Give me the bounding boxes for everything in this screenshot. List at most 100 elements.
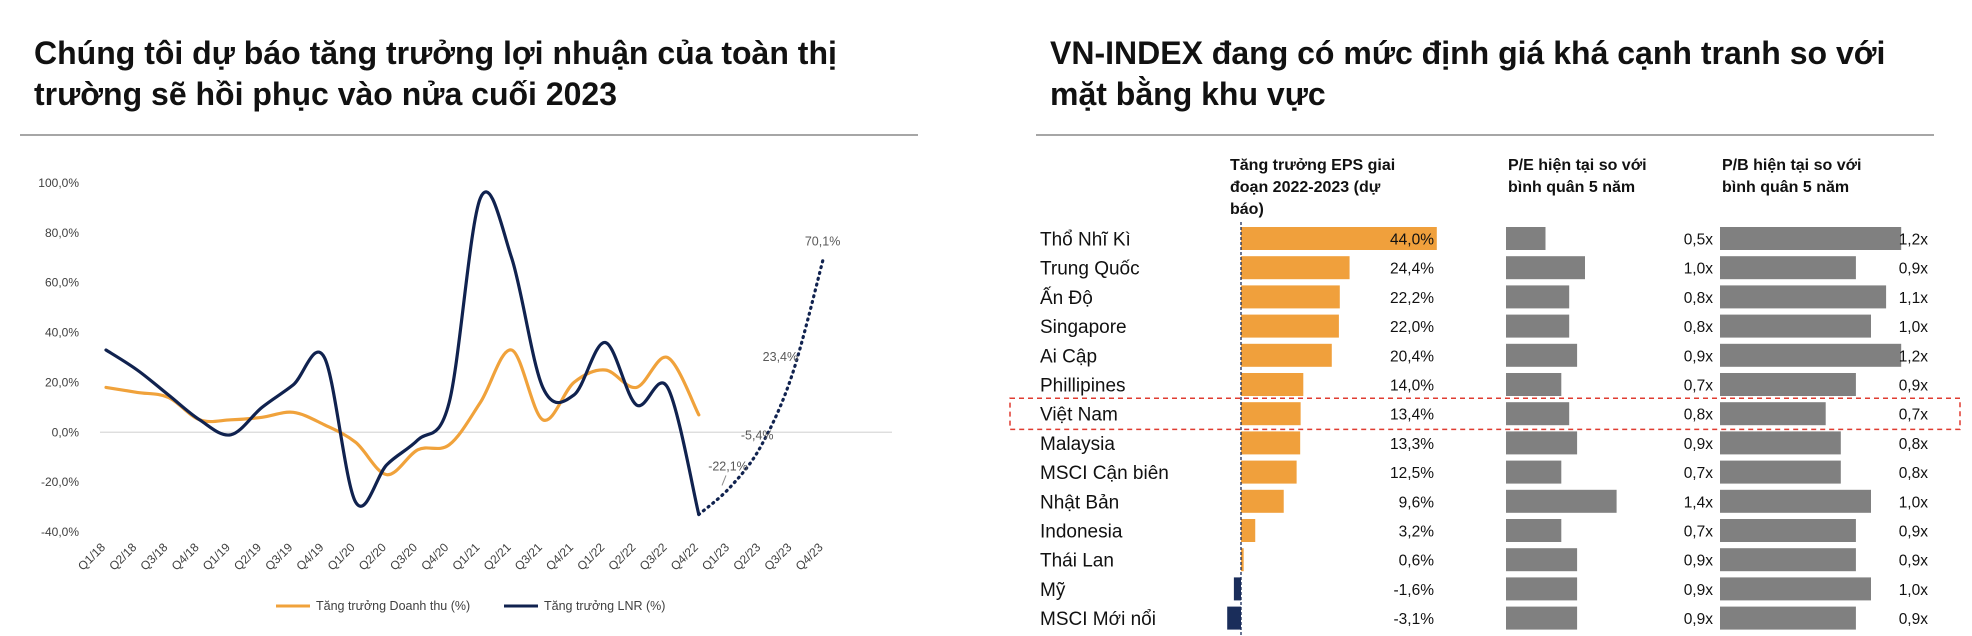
eps-value-label: 9,6%: [1399, 494, 1435, 511]
pb-bar: [1720, 227, 1902, 250]
right-title-divider: [1036, 134, 1934, 136]
pb-bar: [1720, 314, 1871, 338]
pb-value-label: 1,2x: [1899, 232, 1929, 249]
line-chart-legend: Tăng trưởng Doanh thu (%) Tăng trưởng LNR…: [276, 599, 665, 613]
eps-bar: [1241, 519, 1256, 542]
pb-bar: [1720, 373, 1856, 396]
row-my: Mỹ -1,6% 0,9x 1,0x: [1040, 577, 1928, 601]
pb-bar: [1720, 489, 1871, 513]
eps-bar: [1241, 314, 1339, 338]
x-tick-label: Q4/21: [543, 540, 576, 573]
country-label: Phillipines: [1040, 376, 1126, 397]
country-label: MSCI Cận biên: [1040, 463, 1169, 484]
left-chart-title: Chúng tôi dự báo tăng trưởng lợi nhuận c…: [34, 35, 837, 112]
x-tick-label: Q3/23: [761, 540, 794, 573]
series-line-tang-truong-lnr: [104, 190, 701, 517]
x-tick-label: Q3/22: [637, 540, 670, 573]
pe-bar: [1506, 343, 1578, 367]
row-msci-can-bien: MSCI Cận biên 12,5% 0,7x 0,8x: [1040, 460, 1928, 484]
eps-bar: [1241, 343, 1332, 367]
row-malaysia: Malaysia 13,3% 0,9x 0,8x: [1040, 431, 1928, 455]
pe-value-label: 1,4x: [1684, 494, 1714, 511]
eps-bar: [1241, 431, 1301, 455]
pe-bar: [1506, 227, 1546, 250]
pb-bar: [1720, 431, 1841, 455]
eps-bar: [1241, 489, 1284, 513]
pe-value-label: 0,9x: [1684, 436, 1714, 453]
eps-value-label: 13,4%: [1390, 407, 1434, 424]
y-tick-label: 0,0%: [52, 425, 80, 439]
eps-value-label: -3,1%: [1394, 611, 1435, 628]
pb-bar: [1720, 519, 1856, 542]
eps-bar: [1241, 373, 1304, 396]
pb-value-label: 0,9x: [1899, 378, 1929, 395]
legend-label-tang-truong-doanh-thu: Tăng trưởng Doanh thu (%): [316, 599, 470, 613]
row-nhat-ban: Nhật Bản 9,6% 1,4x 1,0x: [1040, 489, 1928, 513]
pb-value-label: 1,2x: [1899, 348, 1929, 365]
row-phillipines: Phillipines 14,0% 0,7x 0,9x: [1040, 373, 1928, 397]
x-tick-label: Q2/18: [106, 540, 139, 573]
country-label: Thái Lan: [1040, 551, 1114, 572]
annotation-leader: [721, 475, 727, 486]
row-viet-nam: Việt Nam 13,4% 0,8x 0,7x: [1009, 397, 1961, 431]
pe-value-label: 0,9x: [1684, 611, 1714, 628]
x-tick-label: Q2/22: [605, 540, 638, 573]
pb-value-label: 0,7x: [1899, 407, 1929, 424]
x-tick-label: Q3/21: [512, 540, 545, 573]
eps-bar: [1241, 460, 1297, 484]
x-tick-label: Q4/23: [793, 540, 826, 573]
eps-bar: [1241, 402, 1301, 426]
eps-value-label: 22,0%: [1390, 319, 1434, 336]
eps-bar: [1241, 227, 1437, 250]
x-tick-label: Q1/22: [574, 540, 607, 573]
country-label: Việt Nam: [1040, 405, 1118, 426]
pb-value-label: 1,0x: [1899, 582, 1929, 599]
country-label: Ai Cập: [1040, 346, 1097, 367]
pb-value-label: 0,9x: [1899, 611, 1929, 628]
row-tho-nhi-ki: Thổ Nhĩ Kì 44,0% 0,5x 1,2x: [1040, 227, 1928, 251]
pb-bar: [1720, 285, 1887, 309]
pb-value-label: 0,9x: [1899, 261, 1929, 278]
eps-value-label: 12,5%: [1390, 465, 1434, 482]
pb-bar: [1720, 460, 1841, 484]
x-tick-label: Q4/19: [293, 540, 326, 573]
pe-value-label: 0,7x: [1684, 524, 1714, 541]
pb-bar: [1720, 577, 1871, 601]
pe-value-label: 0,5x: [1684, 232, 1714, 249]
x-tick-label: Q2/20: [356, 540, 389, 573]
eps-value-label: 3,2%: [1399, 524, 1435, 541]
x-tick-label: Q2/19: [231, 540, 264, 573]
forecast-data-label: 70,1%: [805, 235, 840, 249]
eps-value-label: 0,6%: [1399, 553, 1435, 570]
pb-value-label: 0,9x: [1899, 524, 1929, 541]
eps-value-label: 44,0%: [1390, 232, 1434, 249]
highlight-box-viet-nam: [1009, 397, 1961, 431]
pb-bar: [1720, 606, 1856, 630]
series-line-tang-truong-doanh-thu: [104, 348, 701, 477]
pe-bar: [1506, 460, 1562, 484]
country-label: Singapore: [1040, 317, 1127, 338]
pe-bar: [1506, 606, 1578, 630]
pb-bar: [1720, 548, 1856, 572]
forecast-data-label: -5,4%: [741, 429, 774, 443]
x-tick-label: Q3/20: [387, 540, 420, 573]
pe-value-label: 0,9x: [1684, 348, 1714, 365]
row-thai-lan: Thái Lan 0,6% 0,9x 0,9x: [1040, 548, 1928, 572]
pe-bar: [1506, 577, 1578, 601]
eps-value-label: 22,2%: [1390, 290, 1434, 307]
pe-value-label: 0,8x: [1684, 290, 1714, 307]
y-tick-label: 80,0%: [45, 226, 79, 240]
country-label: Nhật Bản: [1040, 492, 1119, 513]
pb-bar: [1720, 256, 1856, 280]
pb-bar: [1720, 343, 1902, 367]
country-label: MSCI Mới nổi: [1040, 609, 1156, 630]
eps-bar: [1227, 606, 1241, 630]
country-label: Indonesia: [1040, 522, 1123, 543]
column-header-3: P/B hiện tại so với bình quân 5 năm: [1722, 157, 1861, 196]
pe-bar: [1506, 431, 1578, 455]
eps-value-label: 24,4%: [1390, 261, 1434, 278]
x-tick-label: Q1/20: [325, 540, 358, 573]
y-tick-label: 40,0%: [45, 326, 79, 340]
pe-value-label: 0,8x: [1684, 407, 1714, 424]
row-msci-moi-noi: MSCI Mới nổi -3,1% 0,9x 0,9x: [1040, 606, 1929, 630]
